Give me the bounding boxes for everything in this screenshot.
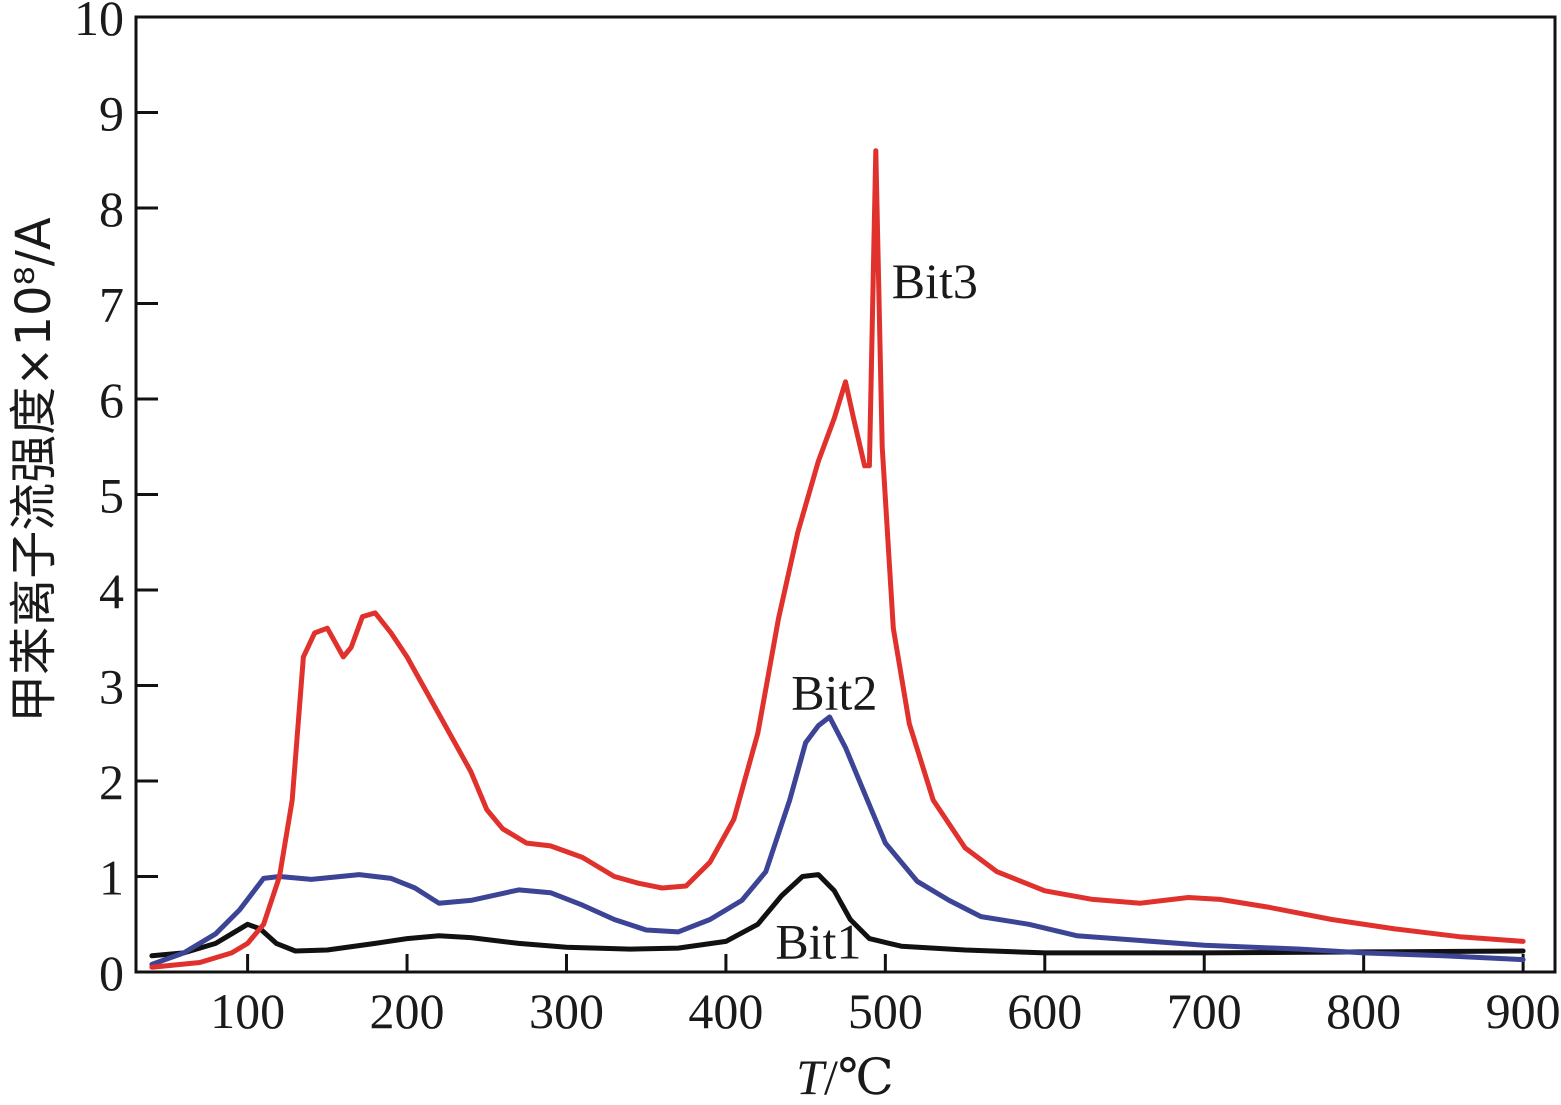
series-lines [149,148,1526,970]
x-axis-label-unit: /℃ [824,1049,894,1105]
y-tick-label: 8 [99,181,124,237]
x-tick-label: 500 [848,983,923,1039]
y-tick-label: 2 [99,754,124,810]
y-tick-label: 6 [99,372,124,428]
x-axis-label: T/℃ [796,1049,894,1105]
series-annotations: Bit1 Bit2 Bit3 [775,253,978,970]
y-tick-label: 10 [74,0,124,46]
x-tick-label: 800 [1326,983,1401,1039]
x-tick-label: 700 [1167,983,1242,1039]
y-tick-label: 0 [99,945,124,1001]
y-tick-label: 5 [99,468,124,524]
y-axis-ticks: 0 1 2 3 4 5 6 7 8 9 10 [74,0,158,1001]
y-tick-label: 4 [99,563,124,619]
x-tick-label: 600 [1007,983,1082,1039]
x-axis-label-variable: T [796,1049,827,1105]
x-tick-label: 100 [210,983,285,1039]
series-line-bit2 [149,714,1526,967]
x-axis-ticks: 100 200 300 400 500 600 700 800 900 [210,954,1561,1039]
y-tick-label: 7 [99,277,124,333]
y-tick-label: 1 [99,850,124,906]
x-tick-label: 300 [529,983,604,1039]
series-label-bit3: Bit3 [892,253,978,309]
y-tick-label: 3 [99,659,124,715]
x-tick-label: 200 [370,983,445,1039]
x-tick-label: 900 [1486,983,1561,1039]
y-tick-label: 9 [99,86,124,142]
series-label-bit2: Bit2 [791,664,877,720]
x-tick-label: 400 [688,983,763,1039]
series-line-bit3 [149,148,1526,970]
plot-frame [134,15,1557,974]
series-label-bit1: Bit1 [775,914,861,970]
y-axis-label: 甲苯离子流强度×10⁸/A [6,217,62,723]
